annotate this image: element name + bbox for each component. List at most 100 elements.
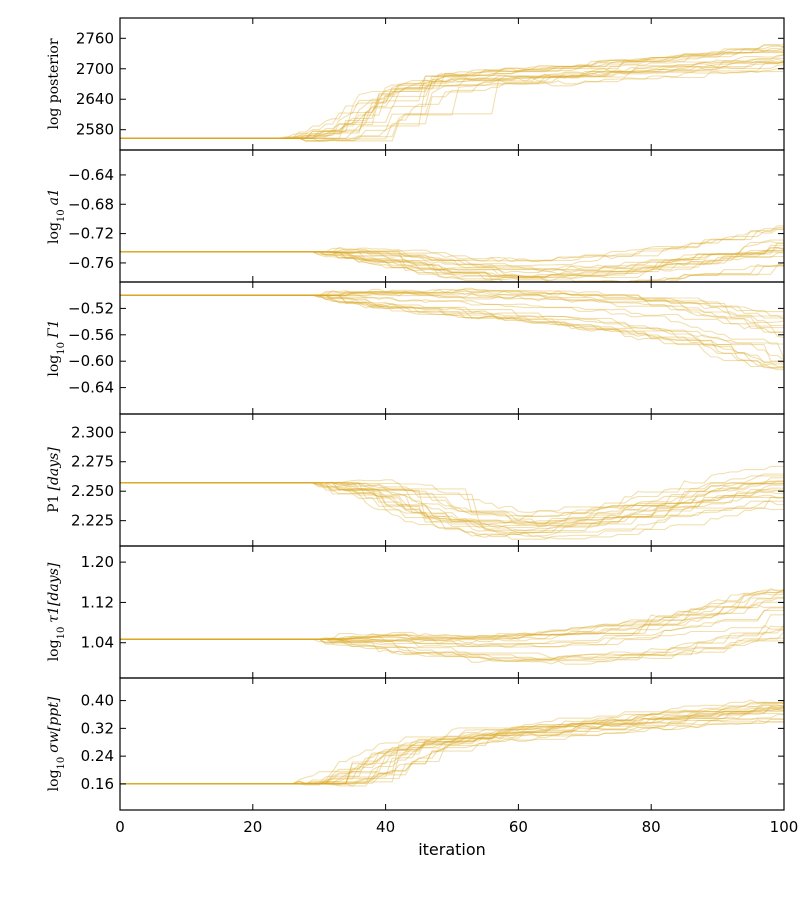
walker-trace: [120, 482, 784, 533]
walker-trace: [120, 244, 784, 272]
walker-trace: [120, 704, 784, 785]
panel-frame: [119, 281, 785, 415]
walker-trace: [120, 624, 784, 662]
walker-trace: [120, 251, 784, 282]
walker-trace: [120, 290, 784, 320]
y-axis-label: log10a1: [46, 188, 67, 244]
walker-trace: [120, 624, 784, 661]
walker-trace: [120, 477, 784, 522]
walker-trace: [120, 625, 784, 661]
walker-trace: [120, 250, 784, 279]
walker-trace: [120, 707, 784, 785]
walker-trace: [120, 482, 784, 532]
walker-trace: [120, 475, 784, 517]
walker-trace: [120, 67, 784, 143]
walker-trace: [120, 289, 784, 313]
x-tick-label: 60: [509, 818, 528, 836]
x-tick-label: 0: [115, 818, 125, 836]
walker-trace: [120, 482, 784, 531]
panel-5: 1.04 1.12 1.20 log10τ1[days]: [46, 545, 785, 679]
walker-trace: [120, 704, 784, 785]
walker-trace: [120, 589, 784, 641]
walker-trace: [120, 706, 784, 786]
walker-trace: [120, 44, 784, 139]
panel-4: 2.225 2.250 2.275 2.300 P1[days]: [46, 413, 785, 547]
y-tick-label: −0.56: [68, 326, 114, 344]
walker-trace: [120, 716, 784, 785]
walker-trace: [120, 51, 784, 139]
walker-trace: [120, 601, 784, 640]
x-axis-label: iteration: [418, 840, 486, 859]
walker-trace: [120, 708, 784, 785]
walker-trace: [120, 700, 784, 785]
y-tick-label: 1.12: [81, 593, 114, 611]
walker-trace: [120, 604, 784, 648]
walker-trace: [120, 482, 784, 536]
walker-trace: [120, 482, 784, 538]
walker-trace: [120, 251, 784, 275]
y-tick-label: 0.16: [81, 775, 114, 793]
y-tick-label: 2580: [76, 121, 114, 139]
walker-trace: [120, 712, 784, 785]
walker-trace: [120, 708, 784, 785]
walker-trace: [120, 720, 784, 785]
y-axis-label: log10Γ1: [46, 319, 67, 376]
walker-trace: [120, 62, 784, 139]
walker-trace: [120, 589, 784, 640]
walker-trace: [120, 699, 784, 785]
walker-traces: [120, 588, 784, 665]
walker-trace: [120, 54, 784, 139]
walker-trace: [120, 294, 784, 368]
walker-trace: [120, 294, 784, 371]
walker-trace: [120, 482, 784, 528]
walker-trace: [120, 607, 784, 646]
walker-trace: [120, 246, 784, 278]
y-tick-label: −0.60: [68, 352, 114, 370]
walker-trace: [120, 240, 784, 274]
walker-trace: [120, 292, 784, 333]
walker-trace: [120, 482, 784, 526]
y-tick-label: −0.52: [68, 299, 114, 317]
walker-trace: [120, 482, 784, 540]
walker-trace: [120, 251, 784, 282]
y-tick-label: −0.68: [68, 195, 114, 213]
walker-trace: [120, 465, 784, 517]
walker-trace: [120, 45, 784, 139]
walker-trace: [120, 631, 784, 661]
walker-trace: [120, 225, 784, 262]
x-tick-label: 100: [770, 818, 799, 836]
walker-trace: [120, 482, 784, 525]
walker-trace: [120, 251, 784, 282]
panel-frame: [119, 149, 785, 283]
y-tick-label: 2700: [76, 60, 114, 78]
walker-trace: [120, 251, 784, 282]
walker-traces: [120, 225, 784, 282]
walker-trace: [120, 61, 784, 139]
walker-trace: [120, 714, 784, 786]
y-axis-label: log10σw[ppt]: [46, 696, 67, 791]
walker-trace: [120, 291, 784, 317]
x-tick-label: 80: [642, 818, 661, 836]
walker-trace: [120, 294, 784, 361]
y-tick-label: −0.64: [68, 166, 114, 184]
walker-trace: [120, 60, 784, 139]
panel-frame: [119, 17, 785, 151]
walker-trace: [120, 701, 784, 785]
walker-trace: [120, 480, 784, 526]
walker-trace: [120, 482, 784, 537]
y-tick-label: 0.40: [81, 692, 114, 710]
walker-trace: [120, 482, 784, 529]
y-tick-label: 2.275: [71, 453, 114, 471]
walker-trace: [120, 596, 784, 644]
walker-trace: [120, 614, 784, 648]
walker-trace: [120, 473, 784, 514]
panel-1: 2580 2640 2700 2760 log posterior: [46, 17, 785, 151]
walker-trace: [120, 481, 784, 524]
y-tick-label: 2760: [76, 29, 114, 47]
walker-trace: [120, 719, 784, 787]
y-tick-label: −0.76: [68, 254, 114, 272]
walker-trace: [120, 251, 784, 282]
walker-trace: [120, 53, 784, 139]
y-tick-label: 2.250: [71, 482, 114, 500]
